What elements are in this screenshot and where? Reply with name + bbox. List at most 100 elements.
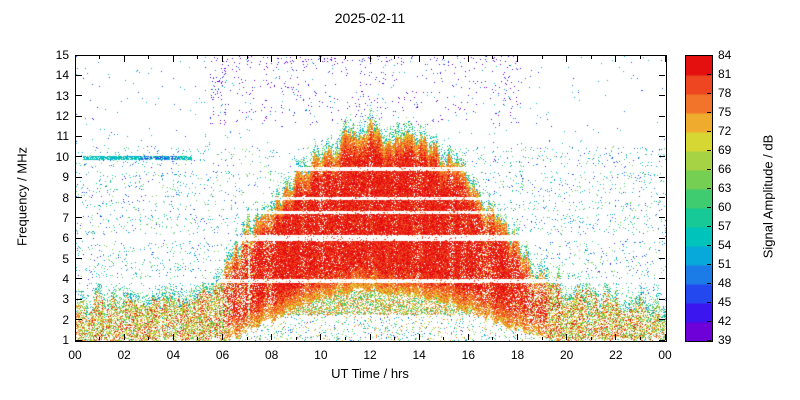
- colorbar-label: Signal Amplitude / dB: [760, 134, 776, 259]
- colorbar-tick-label: 81: [718, 67, 732, 81]
- colorbar-tick: [707, 320, 711, 322]
- y-tick: [76, 176, 82, 178]
- x-tick: [467, 334, 469, 340]
- x-tick: [664, 56, 666, 62]
- x-tick: [222, 56, 223, 62]
- colorbar-tick-label: 78: [718, 86, 732, 100]
- x-axis-label: UT Time / hrs: [331, 366, 409, 381]
- colorbar-tick: [707, 73, 711, 75]
- y-tick-label: 12: [55, 109, 69, 124]
- y-tick-label: 8: [62, 190, 69, 205]
- x-tick: [295, 56, 297, 59]
- plot-area: [75, 55, 667, 342]
- x-tick: [590, 337, 592, 340]
- colorbar-tick: [707, 111, 711, 113]
- y-tick: [76, 135, 82, 137]
- x-tick: [271, 334, 273, 340]
- x-tick: [222, 334, 223, 340]
- x-tick: [394, 337, 396, 340]
- x-tick: [172, 56, 174, 62]
- y-tick-label: 13: [55, 88, 69, 103]
- x-tick: [639, 337, 641, 340]
- y-tick-label: 15: [55, 48, 69, 62]
- x-tick: [443, 56, 445, 59]
- colorbar-tick-label: 60: [718, 200, 732, 214]
- x-tick: [418, 334, 420, 340]
- y-tick: [659, 298, 665, 300]
- y-tick-label: 1: [62, 333, 69, 347]
- y-tick: [659, 217, 665, 219]
- x-tick: [615, 334, 617, 340]
- x-tick: [394, 56, 396, 59]
- chart-title: 2025-02-11: [334, 10, 406, 26]
- x-tick: [172, 334, 174, 340]
- y-tick: [659, 95, 665, 97]
- x-tick: [246, 56, 248, 59]
- y-tick-label: 7: [62, 210, 69, 225]
- x-tick: [590, 56, 592, 59]
- y-tick: [659, 258, 665, 260]
- colorbar-tick: [707, 263, 711, 265]
- colorbar-tick: [707, 206, 711, 208]
- y-tick: [659, 197, 665, 198]
- colorbar-tick-label: 54: [718, 238, 732, 252]
- y-tick: [76, 74, 82, 76]
- colorbar-tick: [707, 149, 711, 151]
- x-tick: [74, 56, 76, 62]
- heatmap-canvas: [76, 56, 666, 341]
- x-tick: [123, 334, 125, 340]
- x-tick-label: 20: [559, 348, 574, 362]
- x-tick: [344, 56, 346, 59]
- y-tick-label: 6: [62, 231, 69, 246]
- colorbar-tick: [707, 339, 711, 341]
- y-tick: [659, 135, 665, 137]
- x-tick: [99, 56, 101, 59]
- y-tick: [76, 339, 82, 341]
- colorbar-tick: [707, 54, 711, 56]
- y-tick: [76, 319, 82, 321]
- y-tick: [659, 74, 665, 76]
- colorbar-tick-label: 72: [718, 124, 732, 138]
- y-tick: [76, 298, 82, 300]
- x-tick: [295, 337, 297, 340]
- x-tick: [320, 56, 322, 62]
- x-tick: [320, 334, 322, 340]
- x-tick: [492, 56, 494, 59]
- colorbar-tick: [707, 168, 711, 170]
- x-tick: [197, 337, 199, 340]
- x-tick: [541, 56, 543, 59]
- x-tick-label: 00: [658, 348, 672, 362]
- x-tick: [246, 337, 248, 340]
- colorbar-canvas: [686, 56, 712, 341]
- y-tick: [659, 115, 665, 117]
- colorbar-tick-label: 66: [718, 162, 732, 176]
- x-tick-label: 12: [363, 348, 377, 362]
- colorbar: [685, 55, 713, 342]
- colorbar-tick-label: 45: [718, 295, 732, 309]
- y-tick: [659, 156, 665, 158]
- y-tick: [659, 176, 665, 178]
- x-tick: [492, 337, 494, 340]
- y-tick-label: 9: [62, 170, 69, 185]
- x-tick: [369, 56, 371, 62]
- colorbar-tick-label: 84: [718, 48, 732, 62]
- x-tick-label: 16: [461, 348, 475, 362]
- x-tick: [99, 337, 101, 340]
- colorbar-tick-label: 48: [718, 276, 732, 290]
- y-tick: [76, 237, 82, 239]
- colorbar-tick: [707, 301, 711, 303]
- y-tick-label: 5: [62, 251, 69, 266]
- x-tick: [344, 337, 346, 340]
- colorbar-tick-label: 69: [718, 143, 732, 157]
- x-tick: [74, 334, 76, 340]
- x-tick: [517, 334, 518, 340]
- y-tick: [76, 258, 82, 260]
- y-tick: [659, 237, 665, 239]
- x-tick: [541, 337, 543, 340]
- y-tick: [76, 278, 82, 280]
- colorbar-tick-label: 63: [718, 181, 732, 195]
- x-tick: [123, 56, 125, 62]
- x-tick: [369, 334, 371, 340]
- y-tick-label: 14: [55, 68, 69, 83]
